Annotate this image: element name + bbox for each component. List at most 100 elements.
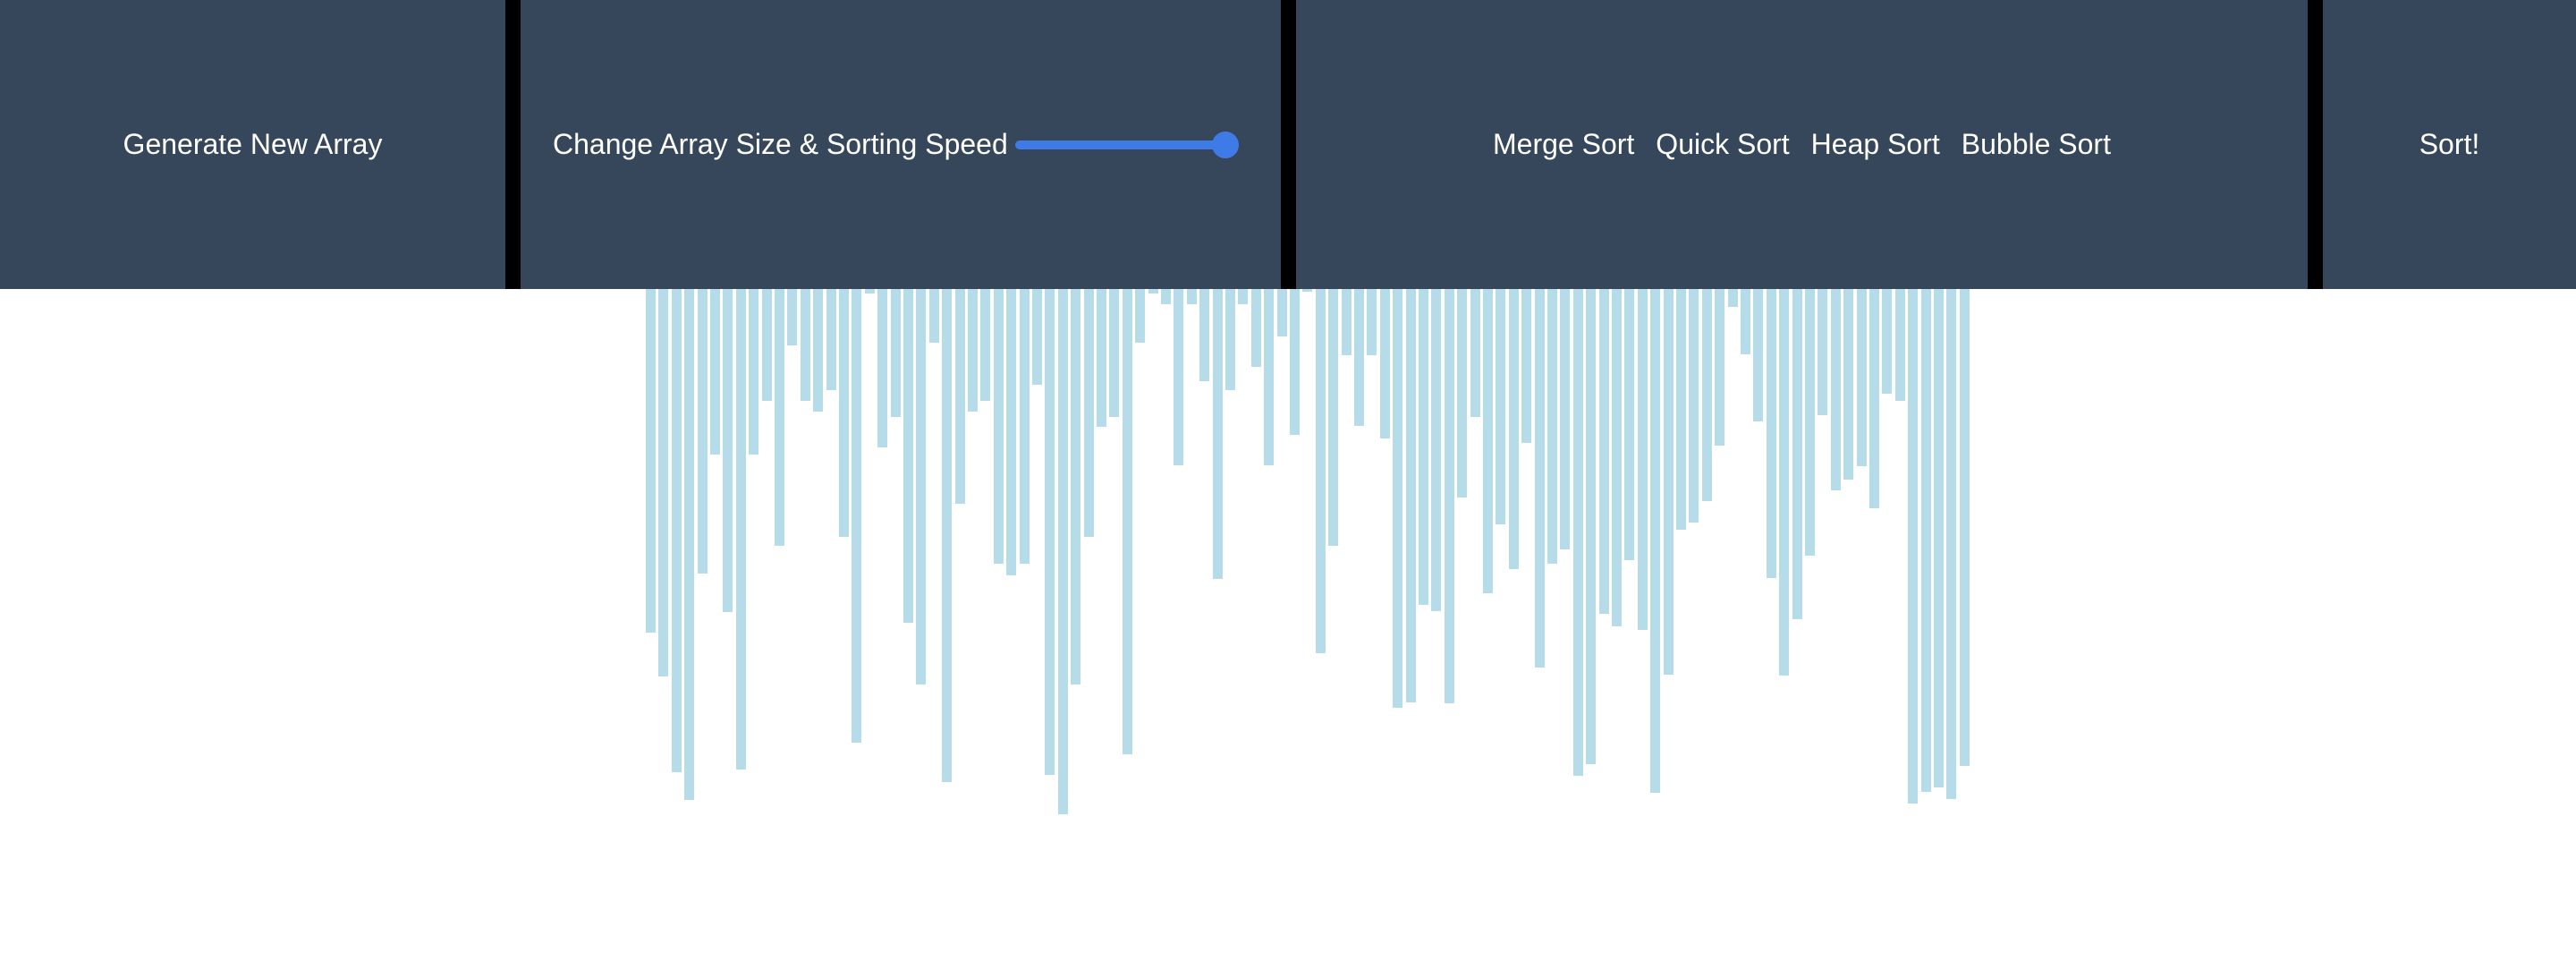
array-bar [684,289,695,800]
array-bar [1431,289,1442,611]
array-bar [1354,289,1364,426]
array-bar [1727,289,1738,307]
array-bar [1560,289,1571,549]
array-bar [697,289,708,574]
array-bar [1624,289,1635,560]
array-bar [1934,289,1944,787]
array-bars [0,289,2576,961]
array-bar [1019,289,1030,564]
array-bar [1109,289,1120,417]
sort-panel: Sort! [2323,0,2576,289]
array-bar [646,289,656,633]
array-bar [1753,289,1764,421]
array-bar [1276,289,1287,336]
array-bar [1946,289,1957,799]
array-bar [1470,289,1480,417]
array-bar [775,289,784,546]
array-bar [1161,289,1171,304]
array-bar [1328,289,1339,546]
array-bar [916,289,927,685]
array-bar [1689,289,1699,523]
array-bar [1521,289,1532,443]
array-bar [1830,289,1841,490]
array-bar [1483,289,1493,593]
array-bar [761,289,772,401]
array-bar [1315,289,1326,653]
array-bar [864,289,875,293]
array-bar [1032,289,1042,385]
array-bar [1547,289,1557,564]
quick-sort-button[interactable]: Quick Sort [1656,128,1790,160]
slider-track[interactable] [1014,140,1239,149]
array-bar [813,289,824,412]
array-bar [1572,289,1583,776]
array-bar [1869,289,1879,508]
array-bar [749,289,759,455]
array-bar [1006,289,1017,575]
array-bar [1534,289,1545,668]
array-bar [1856,289,1867,466]
array-bar [1250,289,1261,367]
array-bar [1071,289,1081,685]
array-bar [671,289,682,772]
array-bar [1290,289,1300,435]
merge-sort-button[interactable]: Merge Sort [1493,128,1635,160]
array-bar [1083,289,1094,537]
array-bar [1741,289,1750,354]
array-bar [903,289,913,623]
array-bar [1843,289,1854,480]
size-speed-slider[interactable] [1014,131,1239,158]
array-bar [710,289,720,455]
array-bar [1379,289,1390,438]
array-bar [1057,289,1068,814]
array-bar [1586,289,1597,764]
array-bar [1097,289,1106,427]
array-bar [890,289,901,417]
array-bar [1650,289,1661,793]
array-bar [1419,289,1428,605]
array-bar [1959,289,1970,766]
array-bar [1779,289,1790,676]
toolbar: Generate New Array Change Array Size & S… [0,0,2576,289]
array-bar [1676,289,1686,530]
array-bar [1302,289,1313,292]
array-bar [993,289,1004,564]
array-bar [1701,289,1712,501]
array-bar [1882,289,1893,394]
array-bar [1663,289,1674,675]
array-bar [942,289,953,782]
array-bar [980,289,991,401]
array-bar [826,289,836,390]
algorithm-panel: Merge Sort Quick Sort Heap Sort Bubble S… [1296,0,2308,289]
slider-thumb[interactable] [1211,131,1239,158]
heap-sort-button[interactable]: Heap Sort [1810,128,1940,160]
array-bar [787,289,798,345]
array-bar [954,289,965,504]
array-bar [1766,289,1776,578]
array-bar [1199,289,1210,381]
array-bar [877,289,888,447]
array-bar [1894,289,1905,401]
array-bar [1341,289,1352,355]
sort-button[interactable]: Sort! [2419,128,2480,160]
generate-new-array-button[interactable]: Generate New Array [123,128,383,160]
array-bar [1457,289,1468,498]
array-bar [658,289,669,676]
array-bar [1496,289,1506,524]
array-bar [968,289,978,412]
array-bar [1045,289,1055,775]
array-bar [1818,289,1828,415]
array-bar [1405,289,1416,702]
array-bar [1212,289,1223,579]
array-bar [1135,289,1146,343]
array-bar [1444,289,1454,703]
array-bar [852,289,862,743]
array-bar [1238,289,1249,304]
array-bar [800,289,810,401]
bubble-sort-button[interactable]: Bubble Sort [1961,128,2111,160]
size-speed-panel: Change Array Size & Sorting Speed [521,0,1281,289]
array-bar [1508,289,1519,569]
array-bar [839,289,849,537]
array-bar [1637,289,1648,630]
array-bar [735,289,746,770]
